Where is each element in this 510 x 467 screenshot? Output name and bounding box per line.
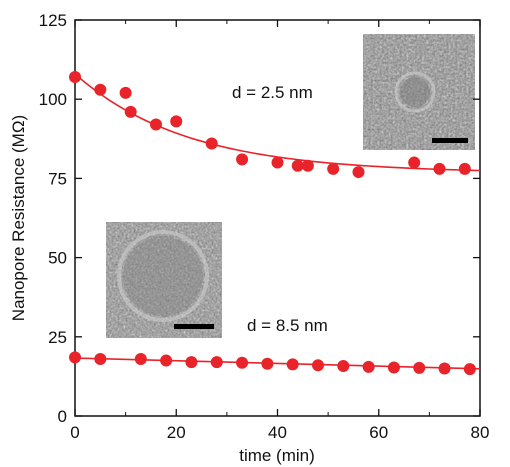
x-tick-label: 80 bbox=[471, 423, 490, 442]
data-point-small-particle bbox=[205, 137, 218, 150]
data-point-small-particle bbox=[327, 162, 340, 175]
data-point-large-particle bbox=[134, 352, 147, 365]
data-point-large-particle bbox=[413, 361, 426, 374]
y-tick-label: 125 bbox=[39, 11, 67, 30]
data-point-small-particle bbox=[271, 156, 284, 169]
x-tick-label: 0 bbox=[70, 423, 79, 442]
y-tick-label: 0 bbox=[58, 407, 67, 426]
y-tick-label: 25 bbox=[48, 328, 67, 347]
data-point-small-particle bbox=[291, 159, 304, 172]
data-point-small-particle bbox=[352, 166, 365, 179]
data-point-large-particle bbox=[261, 357, 274, 370]
data-point-small-particle bbox=[69, 71, 81, 84]
data-point-large-particle bbox=[337, 359, 350, 372]
data-point-large-particle bbox=[438, 362, 451, 375]
x-axis-title: time (min) bbox=[239, 446, 315, 465]
data-point-small-particle bbox=[301, 159, 314, 172]
particle-outline bbox=[394, 71, 436, 113]
particle-outline bbox=[117, 230, 209, 322]
data-point-large-particle bbox=[94, 352, 107, 365]
data-point-large-particle bbox=[236, 356, 249, 369]
points-layer bbox=[69, 71, 476, 376]
data-point-large-particle bbox=[312, 359, 324, 372]
scale-bar bbox=[174, 324, 214, 329]
y-axis-title: Nanopore Resistance (MΩ) bbox=[9, 115, 28, 321]
data-point-large-particle bbox=[387, 361, 400, 374]
data-point-large-particle bbox=[69, 351, 81, 364]
data-point-small-particle bbox=[150, 118, 162, 131]
data-point-large-particle bbox=[160, 354, 173, 367]
data-point-large-particle bbox=[185, 356, 198, 369]
data-point-small-particle bbox=[458, 162, 471, 175]
x-tick-label: 20 bbox=[167, 423, 186, 442]
scale-bar bbox=[432, 138, 468, 143]
data-point-small-particle bbox=[124, 105, 137, 118]
data-point-small-particle bbox=[119, 86, 132, 99]
y-tick-label: 100 bbox=[39, 90, 67, 109]
data-point-small-particle bbox=[170, 115, 183, 128]
annotation-d-small: d = 2.5 nm bbox=[232, 83, 313, 102]
data-point-large-particle bbox=[362, 360, 375, 373]
data-point-small-particle bbox=[408, 156, 421, 169]
data-point-large-particle bbox=[210, 356, 223, 369]
tem-image-large-particle bbox=[106, 222, 222, 338]
data-point-small-particle bbox=[236, 153, 249, 166]
y-tick-label: 50 bbox=[48, 249, 67, 268]
y-tick-label: 75 bbox=[48, 169, 67, 188]
data-point-small-particle bbox=[433, 162, 446, 175]
ticks-layer: 0 20 40 60 80 0 25 50 75 100 125 bbox=[39, 11, 490, 442]
annotation-d-large: d = 8.5 nm bbox=[247, 316, 328, 335]
data-point-small-particle bbox=[94, 83, 107, 96]
tem-image-small-particle bbox=[363, 34, 475, 150]
x-tick-label: 60 bbox=[369, 423, 388, 442]
data-point-large-particle bbox=[286, 358, 299, 371]
data-point-large-particle bbox=[463, 363, 476, 376]
x-tick-label: 40 bbox=[268, 423, 287, 442]
